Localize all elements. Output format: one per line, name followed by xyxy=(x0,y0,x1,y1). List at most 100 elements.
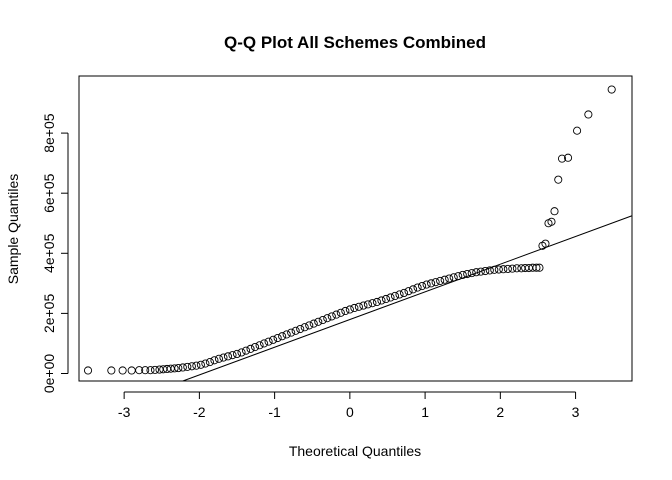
data-point xyxy=(241,346,251,355)
data-point xyxy=(146,366,155,375)
data-point xyxy=(296,324,305,334)
data-point xyxy=(359,301,368,310)
data-point xyxy=(269,335,278,344)
reference-line-layer xyxy=(182,215,633,382)
qq-reference-line xyxy=(182,215,633,382)
data-point xyxy=(472,268,481,277)
data-point xyxy=(314,317,323,326)
y-axis-label: Sample Quantiles xyxy=(5,174,21,285)
data-point xyxy=(309,319,318,328)
x-tick-label: 3 xyxy=(572,404,580,420)
data-point xyxy=(449,273,458,282)
data-point xyxy=(584,110,593,119)
chart-title: Q-Q Plot All Schemes Combined xyxy=(224,33,486,52)
data-point xyxy=(232,349,242,359)
data-point xyxy=(282,330,291,339)
data-point xyxy=(255,341,264,350)
data-point xyxy=(436,276,445,285)
data-point xyxy=(463,269,472,279)
data-point xyxy=(127,366,136,375)
data-point xyxy=(336,308,345,317)
data-point xyxy=(354,302,363,311)
y-tick-label: 2e+05 xyxy=(41,294,57,334)
data-point xyxy=(332,310,341,319)
data-point xyxy=(557,154,567,163)
data-point xyxy=(481,266,490,276)
data-point xyxy=(205,358,214,367)
data-point xyxy=(318,315,327,325)
data-point xyxy=(264,337,273,346)
x-tick-label: 1 xyxy=(421,404,429,420)
data-point xyxy=(174,364,183,373)
data-point xyxy=(547,217,556,226)
data-point xyxy=(541,239,550,248)
data-point xyxy=(476,267,485,276)
data-point xyxy=(135,366,144,375)
y-tick-label: 4e+05 xyxy=(41,233,57,273)
data-point xyxy=(467,269,476,278)
data-point xyxy=(150,365,160,374)
data-point xyxy=(178,363,187,372)
points-layer xyxy=(83,85,616,375)
data-point xyxy=(512,264,521,273)
data-point xyxy=(278,332,287,341)
data-point xyxy=(287,328,296,337)
data-point xyxy=(141,366,150,375)
data-point xyxy=(372,297,381,307)
data-point xyxy=(237,348,246,357)
x-tick-label: -1 xyxy=(268,404,281,420)
data-point xyxy=(368,299,377,308)
y-tick-label: 0e+00 xyxy=(41,354,57,394)
data-point xyxy=(214,354,223,363)
data-point xyxy=(427,279,436,288)
data-point xyxy=(494,265,503,274)
x-tick-label: 0 xyxy=(346,404,354,420)
data-point xyxy=(508,264,517,273)
data-point xyxy=(83,366,93,375)
x-tick-label: -2 xyxy=(193,404,206,420)
data-point xyxy=(345,305,354,314)
data-point xyxy=(377,296,386,305)
data-point xyxy=(503,264,512,273)
data-point xyxy=(363,300,372,309)
y-tick-label: 6e+05 xyxy=(41,173,57,213)
x-axis-label: Theoretical Quantiles xyxy=(289,443,421,459)
data-point xyxy=(550,207,559,216)
data-point xyxy=(273,333,282,343)
data-point xyxy=(554,175,563,184)
data-point xyxy=(210,356,219,365)
data-point xyxy=(485,266,494,275)
data-point xyxy=(409,285,418,294)
data-point xyxy=(323,314,332,323)
data-point xyxy=(563,153,573,162)
data-point xyxy=(499,265,508,274)
data-point xyxy=(183,362,192,371)
data-point xyxy=(418,281,427,291)
data-point xyxy=(458,270,467,279)
data-point xyxy=(291,326,300,335)
data-point xyxy=(607,85,616,94)
data-point xyxy=(573,126,582,135)
data-point xyxy=(454,272,463,281)
data-point xyxy=(300,323,309,332)
data-point xyxy=(381,294,391,304)
data-point xyxy=(107,366,116,375)
x-tick-label: -3 xyxy=(118,404,131,420)
data-point xyxy=(440,275,449,284)
data-point xyxy=(422,280,431,289)
data-point xyxy=(246,344,255,353)
data-point xyxy=(341,306,350,316)
data-point xyxy=(395,290,404,299)
data-point xyxy=(118,366,127,375)
data-point xyxy=(327,312,336,321)
data-point xyxy=(404,287,413,296)
data-point xyxy=(223,352,233,361)
data-point xyxy=(201,359,210,368)
data-point xyxy=(260,339,269,348)
data-point xyxy=(350,303,359,313)
data-point xyxy=(532,263,541,272)
data-point xyxy=(413,283,422,292)
data-point xyxy=(386,293,395,302)
data-point xyxy=(305,321,314,330)
